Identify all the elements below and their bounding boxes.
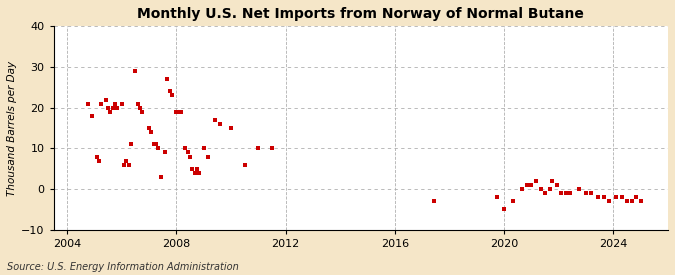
- Point: [603, 199, 614, 204]
- Point: [192, 167, 202, 171]
- Point: [531, 179, 541, 183]
- Point: [429, 199, 439, 204]
- Point: [203, 154, 214, 159]
- Point: [112, 106, 123, 110]
- Point: [565, 191, 576, 195]
- Point: [182, 150, 193, 155]
- Point: [630, 195, 641, 199]
- Point: [82, 101, 93, 106]
- Point: [164, 89, 175, 94]
- Point: [626, 199, 637, 204]
- Point: [194, 170, 205, 175]
- Point: [185, 154, 196, 159]
- Y-axis label: Thousand Barrels per Day: Thousand Barrels per Day: [7, 60, 17, 196]
- Point: [225, 126, 236, 130]
- Point: [162, 77, 173, 81]
- Point: [171, 109, 182, 114]
- Title: Monthly U.S. Net Imports from Norway of Normal Butane: Monthly U.S. Net Imports from Norway of …: [137, 7, 585, 21]
- Point: [116, 101, 127, 106]
- Point: [96, 101, 107, 106]
- Point: [617, 195, 628, 199]
- Point: [540, 191, 551, 195]
- Point: [556, 191, 566, 195]
- Point: [198, 146, 209, 151]
- Point: [151, 142, 161, 147]
- Point: [101, 97, 111, 102]
- Point: [535, 187, 546, 191]
- Point: [132, 101, 143, 106]
- Point: [166, 93, 177, 98]
- Point: [94, 158, 105, 163]
- Point: [87, 114, 98, 118]
- Point: [585, 191, 596, 195]
- Point: [545, 187, 556, 191]
- Point: [109, 101, 120, 106]
- Point: [240, 163, 250, 167]
- Point: [560, 191, 571, 195]
- Point: [187, 167, 198, 171]
- Point: [574, 187, 585, 191]
- Point: [135, 106, 146, 110]
- Point: [124, 163, 134, 167]
- Point: [180, 146, 191, 151]
- Point: [189, 170, 200, 175]
- Point: [159, 150, 170, 155]
- Point: [253, 146, 264, 151]
- Point: [610, 195, 621, 199]
- Point: [526, 183, 537, 187]
- Point: [91, 154, 102, 159]
- Point: [144, 126, 155, 130]
- Point: [517, 187, 528, 191]
- Point: [107, 106, 118, 110]
- Point: [155, 175, 166, 179]
- Point: [137, 109, 148, 114]
- Point: [492, 195, 503, 199]
- Point: [210, 118, 221, 122]
- Point: [551, 183, 562, 187]
- Point: [508, 199, 518, 204]
- Point: [592, 195, 603, 199]
- Point: [119, 163, 130, 167]
- Point: [499, 207, 510, 212]
- Point: [635, 199, 646, 204]
- Point: [522, 183, 533, 187]
- Point: [130, 69, 141, 73]
- Point: [146, 130, 157, 134]
- Point: [599, 195, 610, 199]
- Point: [148, 142, 159, 147]
- Point: [121, 158, 132, 163]
- Point: [214, 122, 225, 126]
- Point: [173, 109, 184, 114]
- Point: [153, 146, 163, 151]
- Point: [547, 179, 558, 183]
- Point: [176, 109, 186, 114]
- Point: [105, 109, 115, 114]
- Text: Source: U.S. Energy Information Administration: Source: U.S. Energy Information Administ…: [7, 262, 238, 272]
- Point: [580, 191, 591, 195]
- Point: [103, 106, 113, 110]
- Point: [622, 199, 632, 204]
- Point: [126, 142, 136, 147]
- Point: [267, 146, 277, 151]
